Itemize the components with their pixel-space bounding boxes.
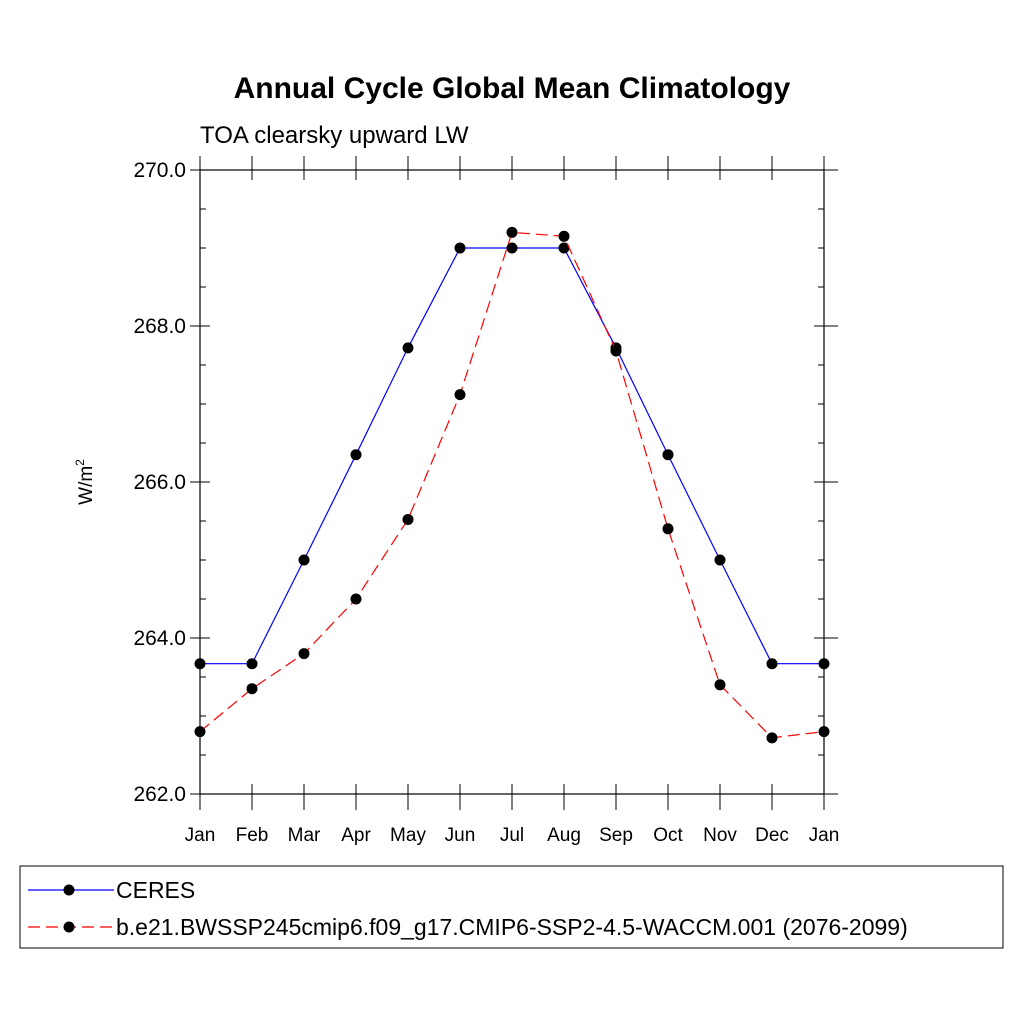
y-axis-label-text: W/m: [76, 466, 97, 505]
x-tick-label: Jul: [500, 825, 524, 846]
legend-label: CERES: [116, 877, 195, 903]
x-tick-label: May: [390, 825, 426, 846]
legend-box: [19, 865, 1004, 949]
legend-items: CERES b.e21.BWSSP245cmip6.f09_g17.CMIP6-S…: [28, 877, 908, 940]
x-tick-label: Apr: [341, 825, 371, 846]
x-tick-labels: Jan Feb Mar Apr May Jun Jul Aug Sep Oct Nov Dec Jan: [185, 825, 840, 846]
series-1: [194, 242, 830, 670]
y-tick-label: 270.0: [133, 159, 186, 182]
svg-text:W/m2: W/m2: [73, 459, 97, 505]
y-tick-label: 266.0: [133, 471, 186, 494]
data-point: [454, 389, 466, 401]
x-tick-label: Nov: [703, 825, 737, 846]
data-point: [558, 230, 570, 242]
data-point: [506, 242, 518, 254]
data-point: [714, 554, 726, 566]
y-tick-label: 262.0: [133, 783, 186, 806]
data-point: [402, 342, 414, 354]
data-point: [246, 683, 258, 695]
series-layer: [194, 226, 830, 744]
y-axis-label: W/m2: [73, 459, 97, 505]
data-point: [818, 726, 830, 738]
legend-item-1: CERES: [28, 877, 195, 903]
legend-label: b.e21.BWSSP245cmip6.f09_g17.CMIP6-SSP2-4…: [116, 914, 908, 940]
legend-marker: [63, 921, 75, 933]
data-point: [766, 658, 778, 670]
x-tick-label: Mar: [288, 825, 321, 846]
data-point: [818, 658, 830, 670]
chart-subtitle: TOA clearsky upward LW: [200, 122, 469, 149]
data-point: [350, 449, 362, 461]
series-line: [200, 247, 824, 665]
data-point: [558, 242, 570, 254]
data-point: [662, 523, 674, 535]
x-tick-label: Sep: [599, 825, 633, 846]
legend: CERES b.e21.BWSSP245cmip6.f09_g17.CMIP6-S…: [19, 865, 1004, 949]
data-point: [714, 679, 726, 691]
data-point: [402, 513, 414, 525]
x-tick-label: Aug: [547, 825, 581, 846]
data-point: [350, 593, 362, 605]
x-tick-label: Feb: [236, 825, 269, 846]
legend-marker: [63, 884, 75, 896]
y-tick-label: 268.0: [133, 315, 186, 338]
data-point: [766, 732, 778, 744]
series-2: [194, 226, 830, 744]
series-line: [199, 231, 825, 739]
data-point: [298, 554, 310, 566]
y-tick-labels: 262.0 264.0 266.0 268.0 270.0: [133, 159, 186, 806]
x-tick-label: Dec: [755, 825, 789, 846]
y-tick-label: 264.0: [133, 627, 186, 650]
data-point: [194, 726, 206, 738]
data-point: [298, 648, 310, 660]
data-point: [454, 242, 466, 254]
data-point: [246, 658, 258, 670]
data-point: [610, 345, 622, 357]
data-point: [194, 658, 206, 670]
x-tick-label: Jan: [185, 825, 216, 846]
y-axis-label-superscript: 2: [73, 459, 87, 466]
x-tick-label: Oct: [653, 825, 683, 846]
data-point: [506, 226, 518, 238]
axis-ticks: [190, 156, 838, 810]
plot-frame: [199, 169, 825, 795]
chart-title: Annual Cycle Global Mean Climatology: [234, 72, 791, 105]
legend-item-2: b.e21.BWSSP245cmip6.f09_g17.CMIP6-SSP2-4…: [28, 914, 908, 940]
data-point: [662, 449, 674, 461]
x-tick-label: Jan: [809, 825, 840, 846]
x-tick-label: Jun: [445, 825, 476, 846]
